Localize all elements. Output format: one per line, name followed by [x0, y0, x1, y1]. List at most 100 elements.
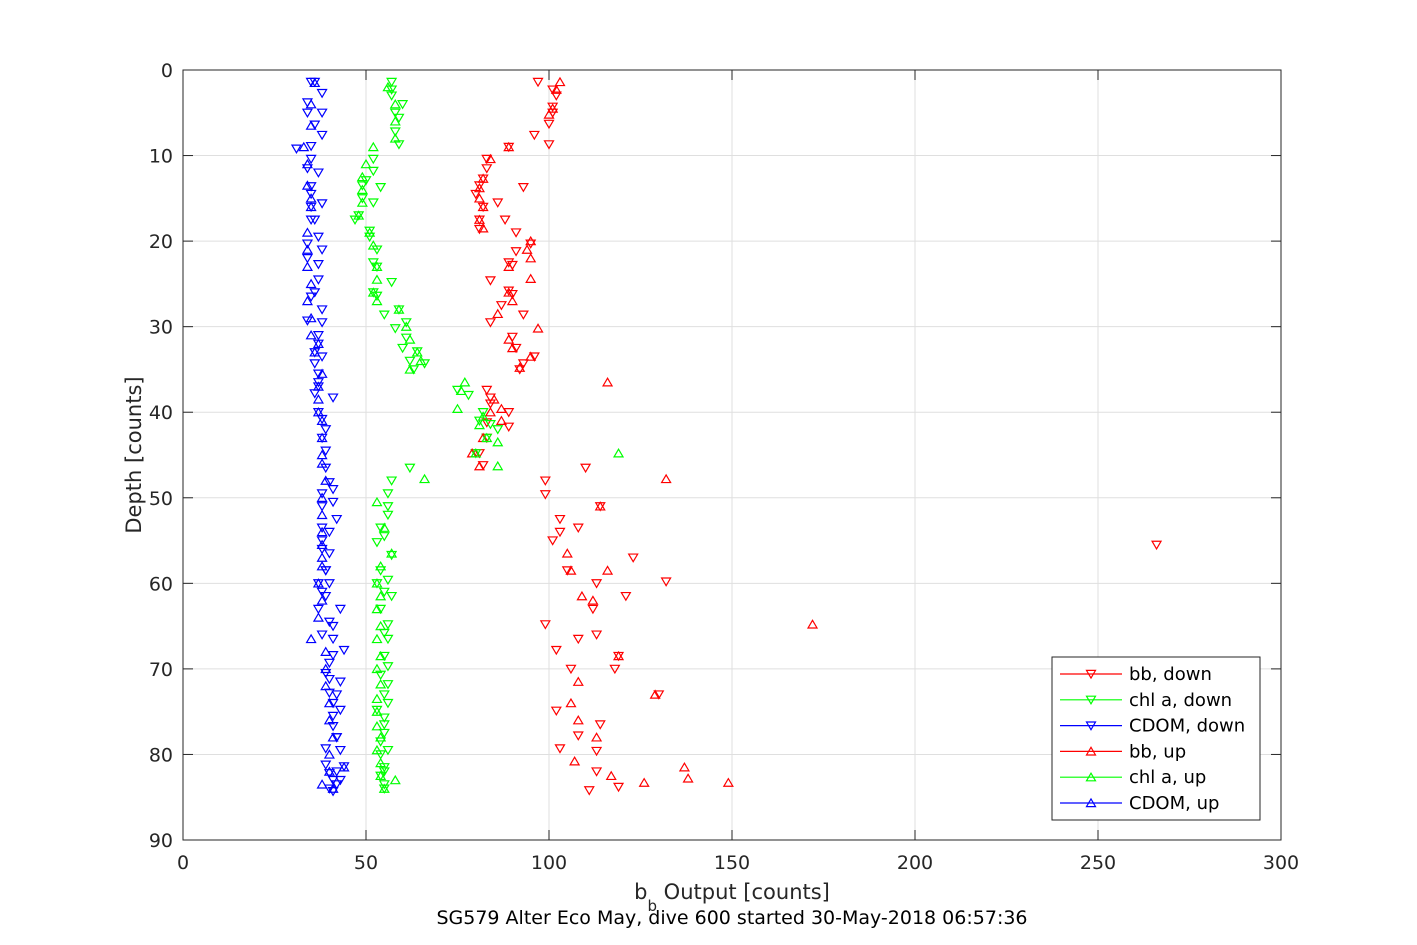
data-point [393, 304, 405, 314]
data-point [419, 473, 431, 484]
data-point [408, 365, 420, 375]
data-point [620, 591, 632, 602]
data-point [375, 604, 387, 615]
data-point [587, 595, 599, 605]
data-point [323, 769, 335, 779]
data-point [682, 773, 694, 783]
data-point [528, 130, 540, 141]
data-point [327, 393, 339, 403]
data-point [312, 578, 324, 588]
x-tick-label: 0 [177, 852, 189, 874]
data-point [470, 448, 482, 458]
data-point [320, 646, 332, 656]
data-point [660, 473, 672, 484]
data-point [301, 295, 313, 306]
data-point [334, 677, 346, 687]
data-point [547, 85, 559, 95]
data-point [386, 91, 398, 101]
data-point [353, 210, 365, 220]
data-point [316, 432, 328, 443]
data-point [305, 120, 317, 130]
data-point [389, 324, 401, 334]
data-point [382, 698, 394, 709]
data-point [473, 416, 486, 427]
data-point [316, 526, 328, 537]
data-point [371, 744, 383, 755]
data-point [375, 620, 387, 631]
data-point [602, 377, 614, 387]
data-point [367, 198, 379, 208]
data-point [327, 732, 339, 742]
data-point [539, 476, 551, 486]
data-point [371, 693, 383, 704]
data-point [404, 463, 416, 474]
x-tick-label: 50 [354, 852, 378, 874]
data-point [404, 334, 416, 344]
data-point [386, 550, 398, 561]
data-point [316, 108, 328, 119]
data-point [572, 523, 584, 533]
x-axis-label-main: b [634, 880, 647, 904]
data-point [316, 779, 328, 789]
data-point [528, 352, 540, 362]
data-point [312, 604, 324, 615]
data-point [455, 385, 467, 396]
data-point [591, 732, 603, 742]
data-point [591, 630, 603, 640]
data-point [492, 308, 504, 319]
data-point [451, 403, 464, 413]
data-point [312, 369, 324, 379]
data-point [389, 108, 401, 119]
data-point [503, 258, 515, 268]
y-tick-label: 0 [161, 60, 173, 82]
data-point [397, 343, 409, 354]
data-point [521, 244, 533, 254]
data-point [301, 239, 313, 249]
data-point [312, 394, 324, 404]
data-point [378, 310, 390, 320]
data-point [312, 168, 324, 178]
data-point [411, 347, 423, 357]
data-point [473, 182, 486, 193]
data-point [492, 436, 504, 447]
data-point [806, 619, 819, 629]
data-point [316, 489, 328, 499]
legend-label: CDOM, up [1129, 793, 1219, 814]
data-point [678, 762, 690, 772]
legend-label: CDOM, down [1129, 716, 1245, 737]
data-point [462, 390, 475, 401]
data-point [327, 497, 339, 508]
data-point [510, 228, 522, 238]
data-point [316, 199, 328, 209]
x-axis-label-rest: Output [counts] [657, 880, 830, 904]
data-point [514, 362, 526, 372]
legend-label: bb, up [1129, 741, 1186, 762]
data-point [481, 164, 493, 174]
data-point [547, 102, 559, 113]
data-point [371, 274, 383, 284]
data-point [367, 240, 379, 250]
data-point [378, 690, 390, 700]
data-point [312, 381, 324, 391]
data-point [404, 364, 416, 374]
data-point [386, 277, 398, 288]
data-point [312, 338, 324, 348]
data-point [371, 295, 383, 306]
data-point [349, 215, 361, 225]
data-point [565, 565, 577, 575]
data-point [382, 510, 394, 521]
data-point [609, 664, 621, 675]
data-point [550, 84, 562, 94]
data-point [389, 774, 401, 785]
data-point [484, 406, 496, 417]
y-tick-label: 30 [149, 317, 173, 339]
legend-marker [1085, 721, 1097, 731]
data-point [356, 181, 368, 191]
data-point [594, 720, 606, 730]
data-point [495, 301, 507, 311]
data-point [320, 566, 332, 576]
data-point [612, 650, 625, 661]
data-point [554, 527, 566, 538]
legend-label: chl a, down [1129, 690, 1232, 711]
